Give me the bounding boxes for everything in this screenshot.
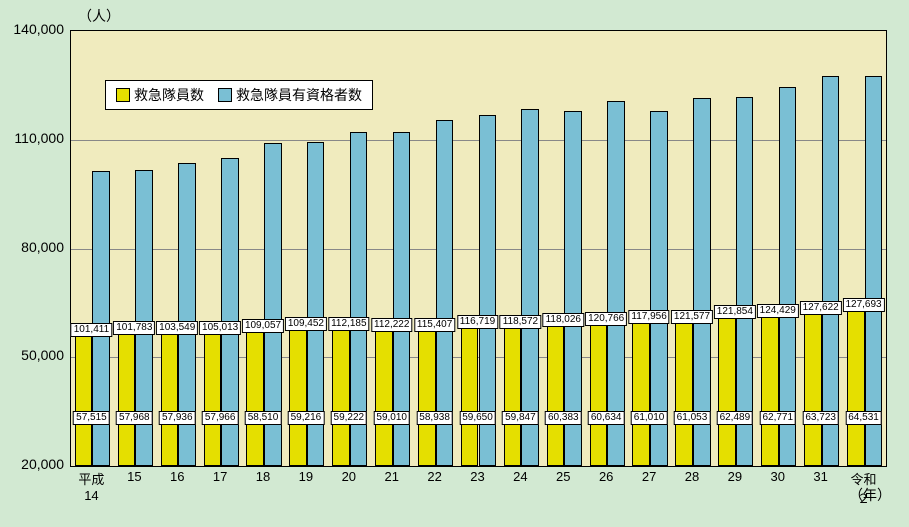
bar-series-1 <box>332 324 350 466</box>
x-tick-label: 26 <box>599 469 613 484</box>
legend-label: 救急隊員数 <box>134 85 204 105</box>
bar-series-1 <box>547 320 565 466</box>
bar-series-1 <box>161 328 179 466</box>
y-tick-label: 50,000 <box>12 347 64 363</box>
value-label-series-2: 118,026 <box>543 313 584 327</box>
legend-swatch <box>116 88 130 102</box>
x-tick-label: 15 <box>127 469 141 484</box>
value-label-series-2: 124,429 <box>757 304 799 318</box>
y-axis-unit: （人） <box>78 6 120 26</box>
value-label-series-1: 57,515 <box>73 411 110 425</box>
legend-swatch <box>218 88 232 102</box>
value-label-series-1: 60,383 <box>545 411 582 425</box>
bar-series-2 <box>779 87 797 466</box>
bar-series-1 <box>847 305 865 466</box>
bar-series-1 <box>761 311 779 466</box>
value-label-series-2: 117,956 <box>628 310 669 324</box>
x-tick-label: 平成14 <box>78 469 104 503</box>
value-label-series-2: 121,854 <box>714 305 756 319</box>
bar-series-1 <box>118 328 136 466</box>
x-tick-label: 17 <box>213 469 227 484</box>
bar-series-1 <box>504 322 522 466</box>
value-label-series-1: 57,968 <box>116 411 153 425</box>
x-tick-label: 18 <box>256 469 270 484</box>
value-label-series-1: 62,489 <box>717 411 754 425</box>
value-label-series-2: 118,572 <box>500 315 541 329</box>
value-label-series-1: 58,510 <box>245 411 282 425</box>
value-label-series-2: 109,057 <box>242 319 284 333</box>
value-label-series-2: 116,719 <box>457 315 498 329</box>
y-tick-label: 140,000 <box>12 21 64 37</box>
bar-series-1 <box>289 324 307 466</box>
value-label-series-2: 105,013 <box>199 321 241 335</box>
bar-series-1 <box>632 317 650 466</box>
value-label-series-1: 61,053 <box>674 411 711 425</box>
bar-series-1 <box>675 317 693 466</box>
value-label-series-2: 101,783 <box>113 321 155 335</box>
bar-series-1 <box>75 330 93 466</box>
y-tick-label: 20,000 <box>12 456 64 472</box>
x-tick-label: 24 <box>513 469 527 484</box>
value-label-series-2: 112,222 <box>371 318 412 332</box>
y-tick-label: 110,000 <box>12 130 64 146</box>
value-label-series-2: 112,185 <box>328 317 369 331</box>
x-tick-label: 23 <box>470 469 484 484</box>
value-label-series-2: 103,549 <box>156 321 198 335</box>
bar-series-1 <box>418 325 436 466</box>
legend: 救急隊員数 救急隊員有資格者数 <box>105 80 373 110</box>
bar-series-2 <box>865 76 883 466</box>
value-label-series-1: 63,723 <box>802 411 839 425</box>
legend-label: 救急隊員有資格者数 <box>236 85 362 105</box>
chart-container: （人） （年） 救急隊員数救急隊員有資格者数 20,00050,00080,00… <box>0 0 909 527</box>
value-label-series-1: 61,010 <box>631 411 668 425</box>
bar-series-1 <box>718 312 736 466</box>
value-label-series-2: 109,452 <box>285 317 327 331</box>
value-label-series-1: 59,216 <box>288 411 325 425</box>
value-label-series-1: 60,634 <box>588 411 625 425</box>
value-label-series-1: 64,531 <box>845 411 882 425</box>
bar-series-1 <box>461 322 479 466</box>
value-label-series-1: 58,938 <box>416 411 453 425</box>
x-tick-label: 29 <box>728 469 742 484</box>
bar-series-1 <box>804 308 822 466</box>
x-tick-label: 30 <box>771 469 785 484</box>
value-label-series-1: 57,936 <box>159 411 196 425</box>
value-label-series-1: 59,010 <box>373 411 410 425</box>
x-tick-label: 27 <box>642 469 656 484</box>
x-tick-label: 21 <box>384 469 398 484</box>
bar-series-1 <box>590 319 608 466</box>
value-label-series-1: 59,222 <box>331 411 368 425</box>
x-tick-label: 20 <box>342 469 356 484</box>
value-label-series-2: 120,766 <box>585 312 627 326</box>
value-label-series-2: 121,577 <box>671 310 713 324</box>
value-label-series-2: 127,622 <box>800 301 842 315</box>
value-label-series-1: 59,847 <box>502 411 539 425</box>
bar-series-2 <box>822 76 840 466</box>
value-label-series-2: 115,407 <box>414 318 455 332</box>
bar-series-1 <box>204 328 222 466</box>
x-tick-label: 19 <box>299 469 313 484</box>
bar-series-1 <box>246 326 264 466</box>
x-tick-label: 28 <box>685 469 699 484</box>
x-tick-label: 31 <box>813 469 827 484</box>
value-label-series-1: 57,966 <box>202 411 239 425</box>
value-label-series-2: 101,411 <box>71 323 112 337</box>
y-tick-label: 80,000 <box>12 239 64 255</box>
value-label-series-2: 127,693 <box>842 298 884 312</box>
x-tick-label: 22 <box>427 469 441 484</box>
x-tick-label: 令和２ <box>851 469 877 507</box>
bar-series-1 <box>375 325 393 466</box>
value-label-series-1: 59,650 <box>459 411 496 425</box>
x-tick-label: 16 <box>170 469 184 484</box>
x-tick-label: 25 <box>556 469 570 484</box>
value-label-series-1: 62,771 <box>759 411 796 425</box>
